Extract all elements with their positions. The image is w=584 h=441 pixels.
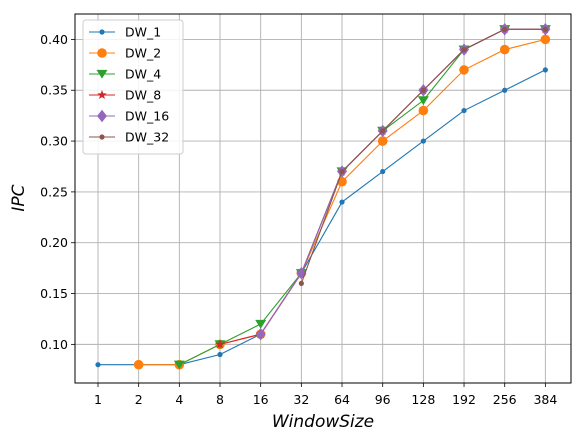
- x-tick-label: 192: [452, 392, 476, 407]
- legend-label: DW_1: [125, 25, 161, 40]
- data-point: [133, 359, 144, 370]
- data-point: [420, 87, 426, 93]
- x-tick-label: 96: [375, 392, 391, 407]
- series-line: [260, 28, 546, 335]
- data-point: [502, 87, 508, 93]
- x-axis: 1 2 4 8 16 32 64 96 128 192 256 384: [94, 383, 557, 407]
- x-tick-label: 1: [94, 392, 102, 407]
- series-dw-4: [173, 25, 551, 370]
- data-point: [339, 168, 345, 175]
- data-point: [461, 107, 467, 114]
- data-point: [502, 26, 508, 32]
- x-axis-label: WindowSize: [272, 412, 374, 432]
- y-tick-label: 0.35: [40, 83, 68, 98]
- data-point: [540, 34, 551, 45]
- y-tick-label: 0.10: [40, 337, 68, 352]
- series-dw-16: [255, 23, 551, 341]
- series-line: [179, 28, 546, 366]
- data-point: [418, 105, 429, 116]
- x-tick-label: 8: [216, 392, 224, 407]
- data-point: [296, 267, 307, 280]
- data-point: [380, 168, 386, 175]
- legend-label: DW_16: [125, 109, 169, 124]
- legend: DW_1 DW_2 DW_4 DW_8 DW_16 DW_32: [82, 19, 184, 155]
- data-point: [173, 360, 185, 370]
- data-point: [255, 328, 266, 341]
- data-point: [97, 109, 107, 123]
- x-tick-label: 256: [493, 392, 517, 407]
- data-point: [97, 48, 107, 58]
- data-point: [420, 138, 426, 144]
- x-tick-label: 4: [175, 392, 183, 407]
- y-tick-label: 0.15: [40, 286, 68, 301]
- data-point: [542, 26, 548, 32]
- legend-label: DW_8: [125, 88, 161, 103]
- y-tick-label: 0.40: [40, 32, 68, 47]
- data-point: [95, 362, 101, 368]
- plot-frame: [74, 13, 572, 384]
- data-point: [542, 67, 548, 73]
- legend-entry: DW_2: [89, 46, 161, 61]
- x-tick-label: 32: [293, 392, 309, 407]
- data-point: [339, 199, 345, 205]
- x-tick-label: 16: [253, 392, 269, 407]
- series-dw-32: [298, 26, 548, 286]
- series-layer: [95, 23, 551, 370]
- legend-label: DW_4: [125, 67, 161, 82]
- data-point: [459, 65, 469, 75]
- legend-entry: DW_4: [89, 67, 161, 82]
- data-point: [96, 69, 108, 79]
- data-point: [380, 128, 386, 134]
- data-point: [461, 46, 467, 53]
- x-tick-label: 384: [533, 392, 557, 407]
- data-point: [298, 280, 304, 286]
- data-point: [417, 96, 429, 106]
- data-point: [99, 29, 105, 35]
- y-tick-label: 0.30: [40, 134, 68, 149]
- y-tick-label: 0.25: [40, 184, 68, 199]
- legend-entry: DW_1: [89, 25, 161, 40]
- legend-label: DW_2: [125, 46, 161, 61]
- data-point: [97, 90, 107, 100]
- data-point: [377, 136, 388, 146]
- data-point: [215, 339, 225, 349]
- data-point: [255, 319, 267, 329]
- legend-entry: DW_8: [89, 88, 161, 103]
- legend-entry: DW_16: [89, 109, 169, 124]
- data-point: [499, 44, 510, 55]
- grid: [75, 14, 571, 383]
- legend-label: DW_32: [125, 130, 169, 145]
- x-tick-label: 2: [135, 392, 143, 407]
- x-tick-label: 64: [334, 392, 350, 407]
- y-axis-label: IPC: [9, 184, 29, 211]
- data-point: [99, 134, 105, 140]
- y-axis: 0.10 0.15 0.20 0.25 0.30 0.35 0.40: [40, 32, 75, 352]
- legend-entry: DW_32: [89, 130, 169, 145]
- data-point: [217, 351, 223, 358]
- x-tick-label: 128: [411, 392, 435, 407]
- y-tick-label: 0.20: [40, 235, 68, 250]
